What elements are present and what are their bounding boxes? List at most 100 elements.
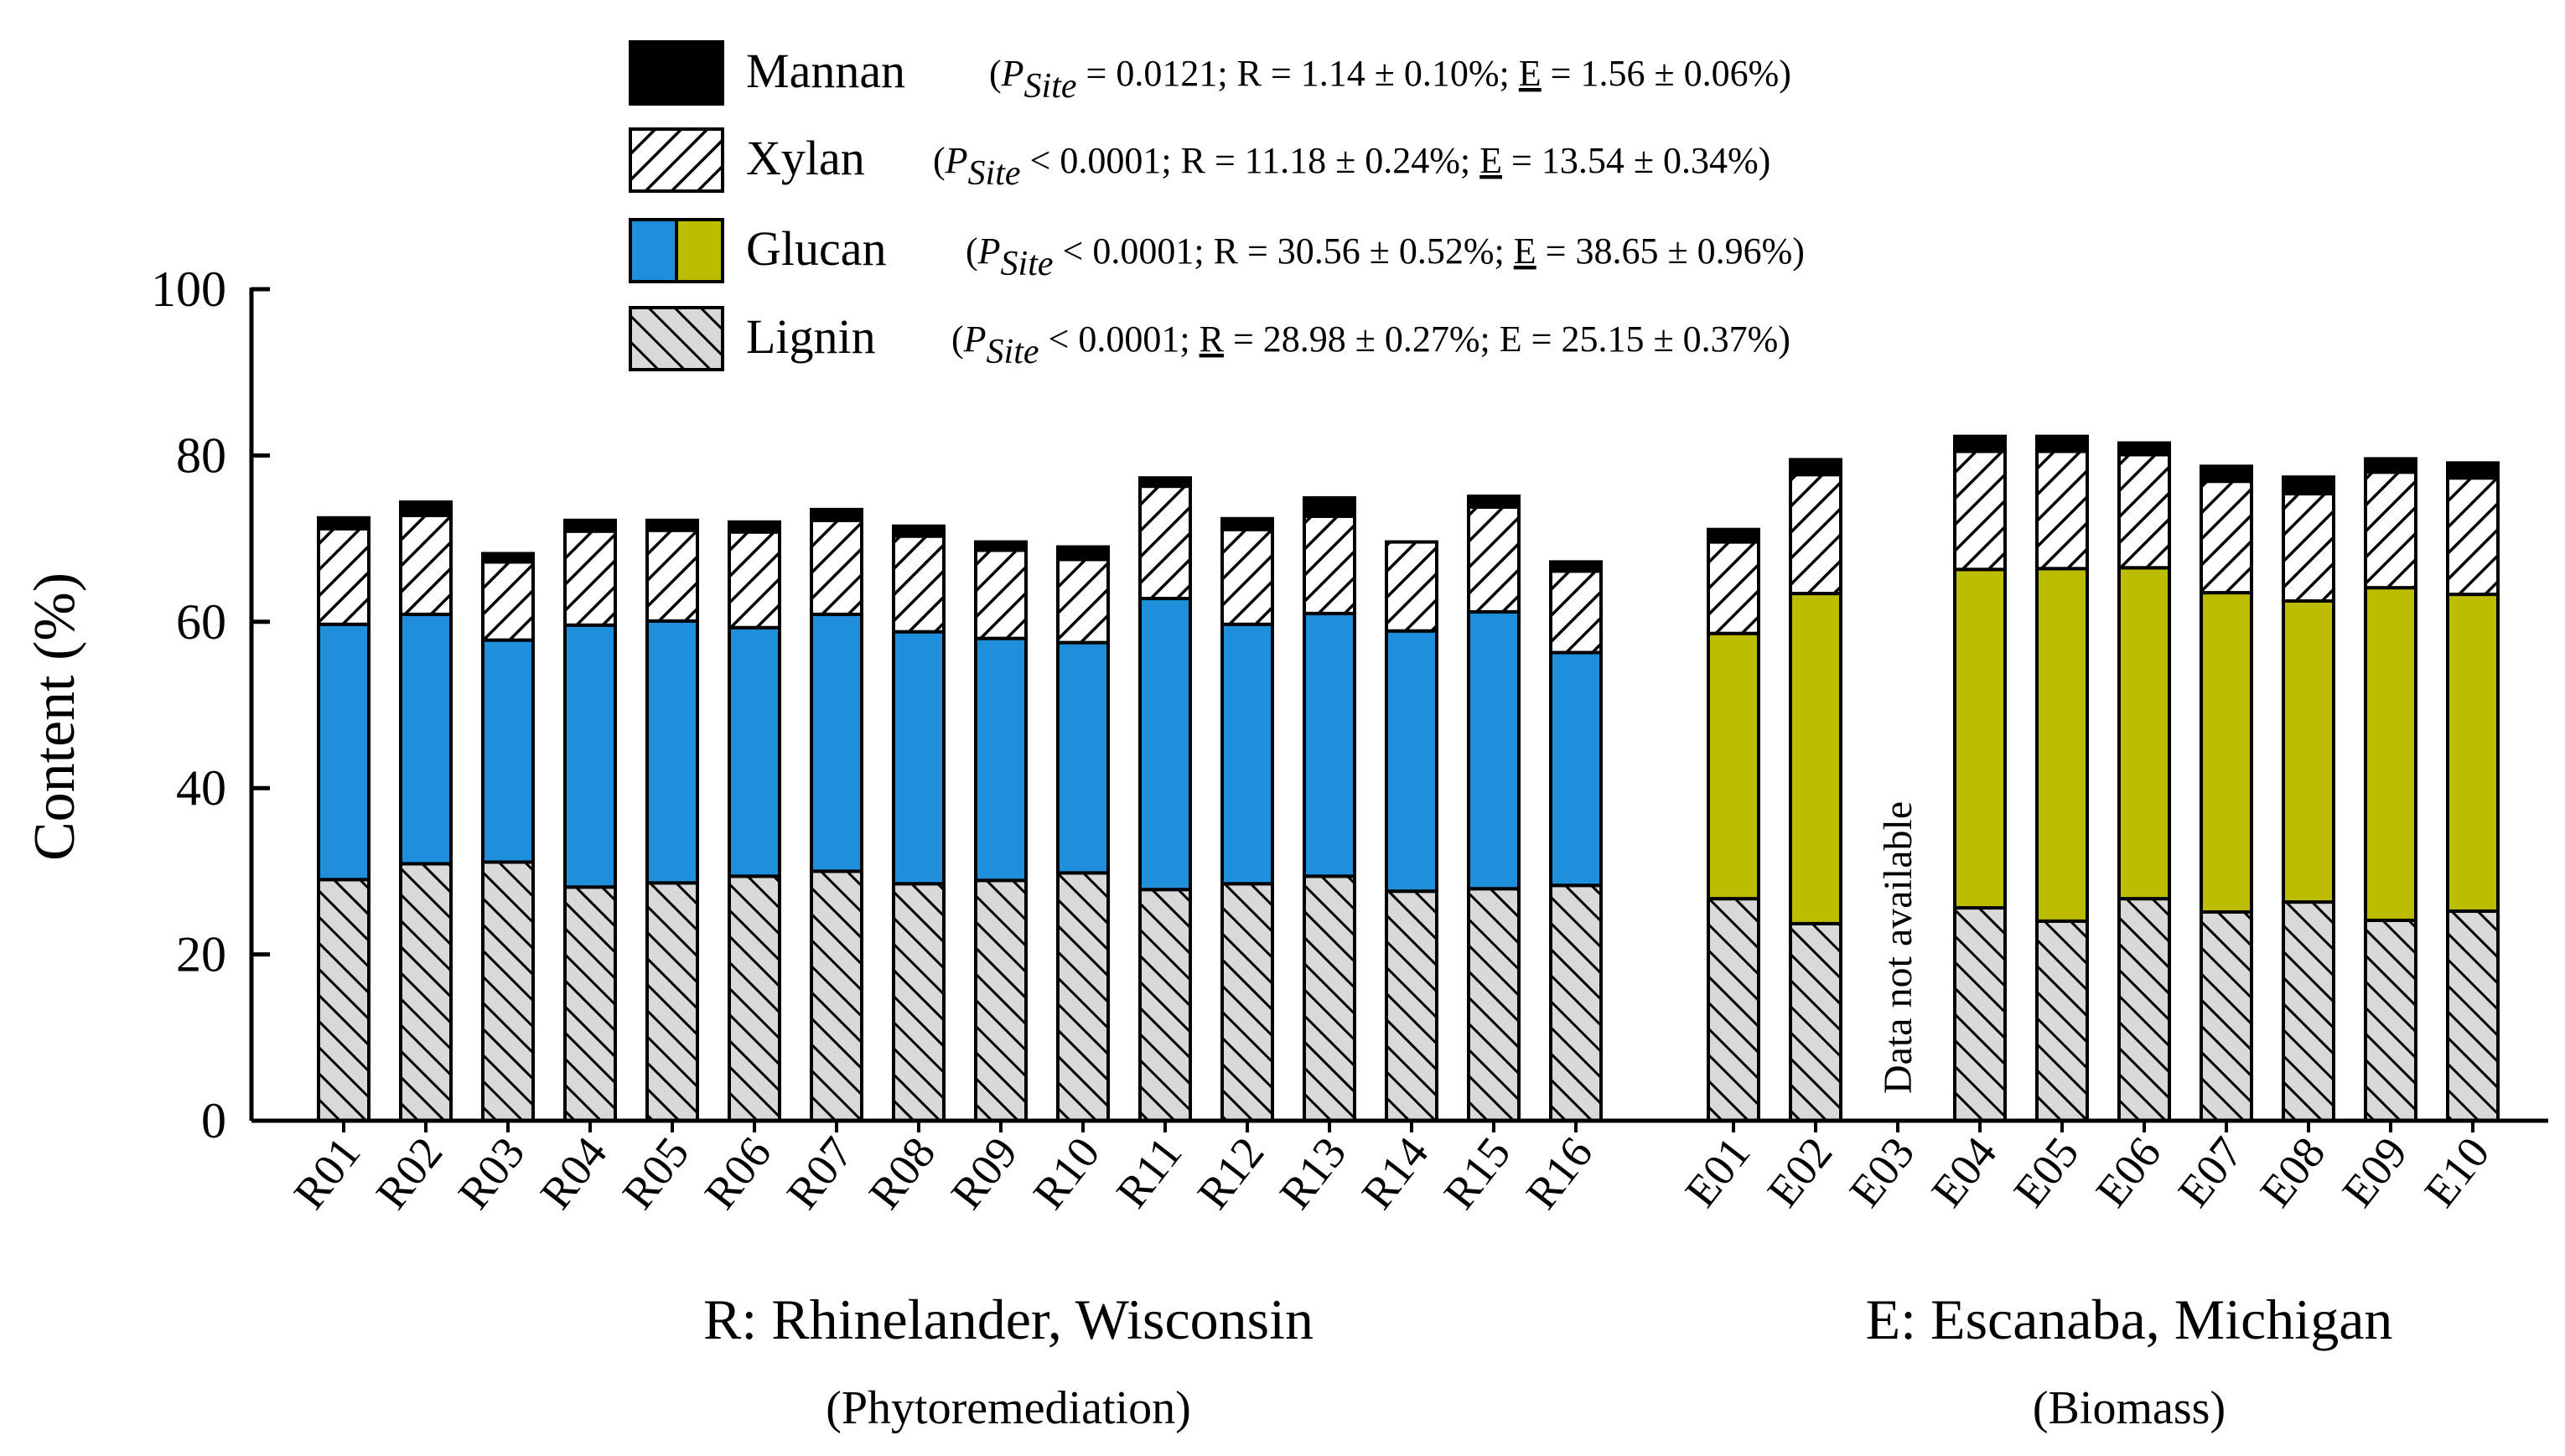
- bar-glucan-R14: [1385, 629, 1438, 894]
- y-tick-label-40: 40: [176, 760, 226, 816]
- stat-open: (: [989, 53, 1002, 94]
- stat-sub: Site: [1024, 67, 1077, 106]
- bar-stack-E06: [2117, 441, 2171, 1122]
- bar-glucan-E10: [2446, 593, 2500, 914]
- bar-mannan-R09: [974, 540, 1028, 552]
- bar-glucan-E04: [1953, 567, 2007, 910]
- bar-xylan-R11: [1138, 484, 1192, 601]
- x-tick-label-R10: R10: [1023, 1127, 1110, 1218]
- stat-e: E: [1500, 319, 1522, 360]
- stat-e: E: [1519, 53, 1542, 94]
- bar-mannan-R12: [1220, 516, 1274, 531]
- bar-xylan-E01: [1707, 540, 1760, 635]
- x-tick-label-R12: R12: [1188, 1127, 1274, 1218]
- stat-p: P: [945, 140, 968, 181]
- bar-glucan-R04: [563, 623, 617, 889]
- x-tick-label-R02: R02: [366, 1127, 453, 1218]
- bar-stack-R13: [1303, 495, 1356, 1123]
- stat-sub: Site: [987, 333, 1039, 371]
- x-tick-label-R08: R08: [859, 1127, 946, 1218]
- bar-lignin-E04: [1953, 906, 2007, 1122]
- bar-glucan-E09: [2364, 586, 2417, 922]
- bar-xylan-E07: [2200, 479, 2253, 595]
- bar-stack-E02: [1789, 458, 1842, 1122]
- bar-glucan-E02: [1789, 592, 1842, 925]
- bar-xylan-R01: [317, 526, 370, 626]
- bar-lignin-R10: [1056, 871, 1110, 1123]
- bar-xylan-R10: [1056, 557, 1110, 645]
- bar-stack-E01: [1707, 527, 1760, 1122]
- bar-lignin-R04: [563, 885, 617, 1123]
- bar-glucan-E01: [1707, 631, 1760, 901]
- bar-glucan-R08: [892, 630, 946, 886]
- stat-rest-a: < 0.0001;: [1054, 231, 1214, 272]
- x-tick-label-R11: R11: [1106, 1127, 1191, 1216]
- bar-glucan-R12: [1220, 622, 1274, 886]
- bar-mannan-E10: [2446, 461, 2500, 480]
- bar-mannan-E08: [2282, 475, 2335, 496]
- legend-label-glucan: Glucan: [746, 221, 887, 276]
- bar-mannan-R16: [1549, 560, 1603, 573]
- group-subtitle-1: (Biomass): [2033, 1382, 2226, 1434]
- bar-lignin-R08: [892, 882, 946, 1123]
- y-tick-label-20: 20: [176, 927, 226, 982]
- x-tick-label-E09: E09: [2333, 1127, 2417, 1215]
- stat-open: (: [933, 140, 946, 181]
- bars: Data not available: [317, 434, 2500, 1123]
- bar-mannan-R01: [317, 516, 370, 531]
- bar-stack-E08: [2282, 475, 2335, 1122]
- x-tick-label-R13: R13: [1270, 1127, 1356, 1218]
- bar-lignin-R07: [810, 869, 863, 1123]
- bar-xylan-R06: [728, 530, 781, 630]
- bar-mannan-R11: [1138, 476, 1192, 489]
- stat-open: (: [966, 231, 978, 272]
- x-tick-label-R03: R03: [448, 1127, 535, 1218]
- x-tick-label-R07: R07: [777, 1127, 863, 1218]
- bar-xylan-R03: [481, 560, 535, 642]
- bar-stack-R07: [810, 507, 863, 1123]
- x-tick-label-R05: R05: [613, 1127, 699, 1218]
- x-tick-label-R09: R09: [941, 1127, 1028, 1218]
- x-tick-label-E07: E07: [2169, 1127, 2253, 1215]
- stat-r: R: [1237, 53, 1262, 94]
- bar-glucan-E08: [2282, 599, 2335, 904]
- bar-mannan-R07: [810, 507, 863, 522]
- bar-stack-R12: [1220, 516, 1274, 1123]
- bar-xylan-R14: [1385, 540, 1438, 633]
- x-tick-label-R06: R06: [695, 1127, 781, 1218]
- bar-glucan-R06: [728, 625, 781, 878]
- legend-stat-mannan: (PSite = 0.0121; R = 1.14 ± 0.10%; E = 1…: [989, 53, 1791, 106]
- bar-mannan-E09: [2364, 457, 2417, 474]
- x-tick-label-E05: E05: [2004, 1127, 2089, 1215]
- legend-stat-xylan: (PSite < 0.0001; R = 11.18 ± 0.24%; E = …: [933, 140, 1770, 193]
- bar-stack-E09: [2364, 457, 2417, 1122]
- bar-lignin-E10: [2446, 909, 2500, 1122]
- bar-mannan-E05: [2035, 434, 2089, 453]
- bar-lignin-R15: [1467, 887, 1521, 1123]
- stat-open: (: [951, 319, 964, 360]
- bar-glucan-E05: [2035, 567, 2089, 923]
- bar-xylan-R15: [1467, 505, 1521, 614]
- bar-stack-R03: [481, 552, 535, 1123]
- bar-mannan-E02: [1789, 458, 1842, 477]
- x-tick-label-R16: R16: [1516, 1127, 1603, 1218]
- bar-stack-E04: [1953, 434, 2007, 1122]
- bar-xylan-E05: [2035, 449, 2089, 571]
- legend-swatch-lignin: [629, 306, 724, 371]
- group-subtitle-0: (Phytoremediation): [826, 1382, 1190, 1434]
- bar-stack-E03: Data not available: [1876, 801, 1920, 1094]
- stat-r: R: [1200, 319, 1225, 360]
- group-labels: R: Rhinelander, Wisconsin (Phytoremediati…: [703, 1288, 2392, 1434]
- bar-xylan-R05: [645, 528, 699, 623]
- bar-stack-R14: [1385, 540, 1438, 1122]
- bar-mannan-R04: [563, 518, 617, 533]
- x-tick-label-E10: E10: [2415, 1127, 2500, 1215]
- data-not-available-label: Data not available: [1876, 801, 1920, 1094]
- bar-stack-E05: [2035, 434, 2089, 1123]
- bar-xylan-E02: [1789, 473, 1842, 596]
- bar-glucan-R10: [1056, 640, 1110, 875]
- legend-item-xylan: Xylan (PSite < 0.0001; R = 11.18 ± 0.24%;…: [629, 127, 1770, 193]
- bar-mannan-R08: [892, 524, 946, 538]
- x-tick-label-E03: E03: [1840, 1127, 1925, 1215]
